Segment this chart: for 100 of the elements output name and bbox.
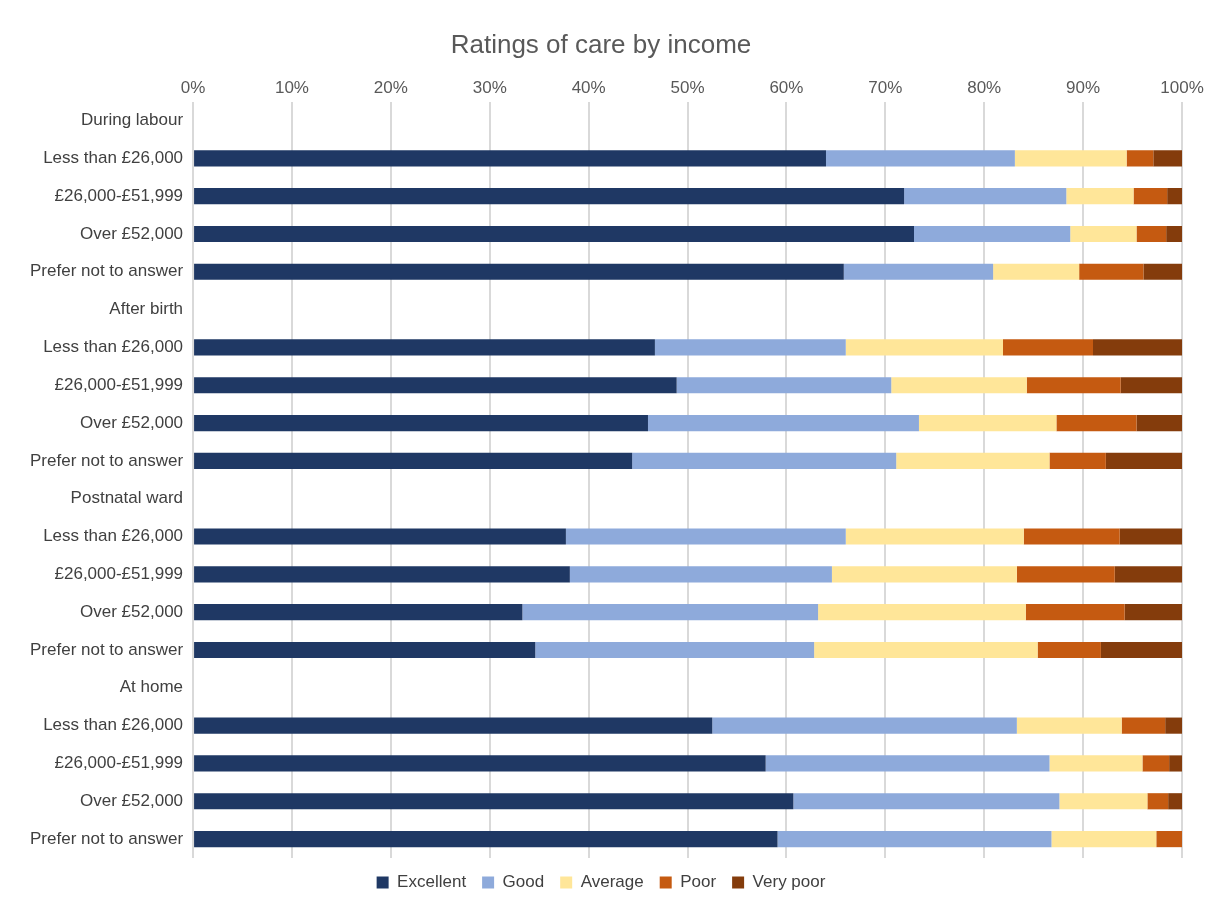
bar	[843, 263, 994, 280]
bar	[845, 339, 1004, 356]
bar	[194, 755, 766, 772]
bar	[1016, 717, 1122, 734]
bar	[825, 150, 1015, 167]
bar	[793, 793, 1060, 810]
y-tick-label: Over £52,000	[80, 412, 184, 432]
x-tick-label: 20%	[373, 78, 408, 98]
legend-label: Good	[502, 872, 545, 892]
bar	[1133, 188, 1168, 205]
bar	[1016, 566, 1115, 583]
x-tick-label: 90%	[1066, 78, 1101, 98]
bar	[1166, 225, 1182, 243]
bar	[1023, 528, 1120, 545]
y-tick-label: Prefer not to answer	[30, 261, 184, 281]
y-tick-label: Over £52,000	[80, 790, 184, 810]
bar	[194, 339, 655, 356]
bar	[1169, 755, 1182, 772]
y-tick-label: Less than £26,000	[43, 148, 184, 168]
bar	[1136, 414, 1182, 432]
y-tick-label: After birth	[109, 299, 184, 319]
bar	[1120, 377, 1182, 394]
bar	[1121, 717, 1166, 734]
bar	[1051, 831, 1157, 848]
bar	[814, 641, 1038, 659]
x-tick-label: 100%	[1160, 78, 1204, 98]
bar	[914, 225, 1071, 243]
bar	[194, 263, 844, 280]
bar	[712, 717, 1017, 734]
bar	[1049, 755, 1143, 772]
bar	[1143, 263, 1182, 280]
bar	[194, 188, 905, 205]
y-tick-label: Prefer not to answer	[30, 828, 184, 848]
y-tick-label: £26,000-£51,999	[54, 374, 184, 394]
bar	[194, 414, 648, 432]
bar	[993, 263, 1080, 280]
bar	[194, 641, 536, 659]
bar	[1147, 793, 1169, 810]
bar	[194, 225, 914, 243]
y-tick-label: Prefer not to answer	[30, 639, 184, 659]
bar	[904, 188, 1067, 205]
bar	[891, 377, 1027, 394]
bar	[632, 452, 897, 469]
x-tick-label: 10%	[274, 78, 309, 98]
y-tick-label: Less than £26,000	[43, 715, 184, 735]
x-tick-label: 70%	[868, 78, 903, 98]
bar	[647, 414, 919, 432]
bar	[1056, 414, 1137, 432]
bar	[194, 377, 677, 394]
y-tick-label: At home	[119, 677, 184, 697]
x-tick-label: 30%	[472, 78, 507, 98]
bar	[1066, 188, 1134, 205]
y-tick-label: £26,000-£51,999	[54, 564, 184, 584]
bar	[765, 755, 1050, 772]
legend-label: Poor	[680, 872, 717, 892]
bar	[522, 604, 819, 621]
bar	[194, 604, 523, 621]
bar	[676, 377, 892, 394]
bar	[1119, 528, 1182, 545]
x-tick-label: 80%	[967, 78, 1002, 98]
bar	[194, 566, 570, 583]
bar	[1079, 263, 1144, 280]
x-tick-label: 0%	[180, 78, 206, 98]
legend-label: Average	[580, 872, 644, 892]
bar	[1003, 339, 1093, 356]
bar	[1014, 150, 1127, 167]
bar	[565, 528, 846, 545]
bar	[845, 528, 1024, 545]
bar	[1153, 150, 1182, 167]
bar	[1049, 452, 1106, 469]
bar	[569, 566, 832, 583]
bar	[1114, 566, 1182, 583]
bar	[1165, 717, 1182, 734]
bar	[194, 831, 778, 848]
bar	[918, 414, 1057, 432]
bar	[1126, 150, 1154, 167]
bar	[1025, 604, 1125, 621]
legend-label: Excellent	[397, 872, 467, 892]
bar	[194, 717, 713, 734]
bar	[1136, 225, 1167, 243]
bar	[1059, 793, 1148, 810]
y-tick-label: Prefer not to answer	[30, 450, 184, 470]
x-tick-label: 60%	[769, 78, 804, 98]
legend-label: Very poor	[752, 872, 826, 892]
bar	[194, 150, 826, 167]
y-tick-label: Less than £26,000	[43, 526, 184, 546]
bar	[1093, 339, 1182, 356]
bar	[1026, 377, 1121, 394]
bar	[1168, 793, 1182, 810]
bar	[1167, 188, 1182, 205]
bar	[1142, 755, 1170, 772]
x-tick-label: 50%	[670, 78, 705, 98]
bar	[777, 831, 1052, 848]
bar	[654, 339, 846, 356]
y-tick-label: £26,000-£51,999	[54, 185, 184, 205]
bar	[535, 641, 815, 659]
chart-title: Ratings of care by income	[450, 28, 752, 59]
bar	[194, 452, 633, 469]
bar	[1037, 641, 1101, 659]
x-tick-label: 40%	[571, 78, 606, 98]
